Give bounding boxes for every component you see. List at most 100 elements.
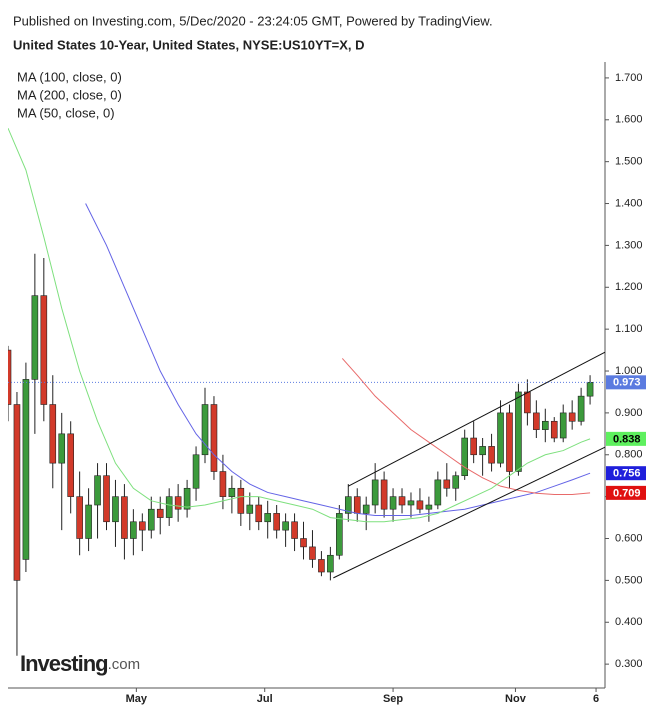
candle-body [76,496,83,539]
candle-body [506,412,513,472]
candle-body [130,521,137,539]
chart-title: United States 10-Year, United States, NY… [13,37,364,52]
y-tick-label: 1.300 [615,239,643,251]
candle-body [282,521,289,531]
candle-body [8,349,12,405]
candle-body [461,437,469,477]
candle-body [309,546,316,560]
candle-body [237,487,245,514]
candle-body [183,487,191,510]
candle-body [147,508,155,531]
y-tick-label: 1.500 [615,156,643,168]
candle-body [568,412,576,422]
price-badge [606,431,646,446]
candle-body [452,475,460,489]
ma-line [85,203,591,516]
candle-body [219,471,227,497]
price-badge [606,375,646,390]
candle-body [40,295,48,405]
candle-body [165,496,173,518]
candle-body [103,475,110,523]
candle-body [174,496,182,510]
plot-area [8,127,605,656]
candle-body [398,496,406,506]
y-tick-label: 0.800 [615,449,643,461]
y-tick-label: 0.600 [615,532,643,544]
y-tick-label: 1.600 [615,114,643,126]
candle-body [85,504,92,539]
candle-body [201,404,209,456]
y-tick-label: 0.300 [615,658,643,670]
candle-body [22,379,30,560]
candle-body [533,412,540,430]
price-badge [606,485,646,500]
candle-body [470,437,477,456]
y-tick-label: 1.100 [615,323,643,335]
candle-body [13,404,21,581]
candle-body [156,508,164,518]
candle-body [425,504,433,510]
candle-body [443,479,451,489]
candle-body [559,412,567,439]
candle-body [300,538,307,548]
y-tick-label: 1.400 [615,197,643,209]
logo-suffix: .com [108,656,141,673]
candle-body [94,475,101,506]
candle-body [31,295,39,380]
candle-body [121,496,128,539]
legend-entry: MA (100, close, 0) [17,69,122,84]
candle-body [255,504,263,523]
x-tick-label: Nov [505,693,527,705]
candle-body [58,433,66,464]
candle-body [586,382,594,397]
candle-body [577,395,585,422]
y-tick-label: 1.000 [615,365,643,377]
candle-body [139,521,146,531]
candle-body [416,500,424,510]
candle-body [515,391,522,472]
candle-body [112,496,119,523]
candle-body [49,404,57,464]
x-tick-label: Jul [257,693,273,705]
y-tick-label: 0.900 [615,407,643,419]
candle-body [192,454,200,489]
candle-body [524,391,531,414]
price-badge-label: 0.838 [613,433,641,445]
y-tick-label: 1.200 [615,281,643,293]
candle-body [291,521,298,539]
legend-entry: MA (200, close, 0) [17,87,122,102]
candle-body [434,479,442,506]
y-tick-label: 0.400 [615,616,643,628]
candle-body [479,446,486,456]
chart-subtitle: Published on Investing.com, 5/Dec/2020 -… [13,13,493,28]
candle-body [67,433,74,497]
trend-line [333,446,605,579]
price-badge-label: 0.973 [613,377,641,389]
candle-body [318,559,325,573]
candle-body [380,479,388,510]
candle-body [210,404,218,472]
candle-body [488,446,495,464]
ma-line [8,127,591,523]
price-badge-label: 0.709 [613,487,641,499]
candle-body [541,420,549,430]
y-tick-label: 0.500 [615,574,643,586]
ma-line [341,358,591,496]
candle-body [327,554,334,573]
candle-body [228,487,236,497]
candle-body [273,513,280,531]
logo: Investing.com [20,651,140,676]
candle-body [362,504,370,514]
x-tick-label: Sep [383,693,403,705]
candle-body [264,513,271,523]
candle-body [497,412,504,464]
y-tick-label: 1.700 [615,72,643,84]
legend-entry: MA (50, close, 0) [17,105,115,120]
candle-body [344,496,352,514]
price-badge-label: 0.756 [613,468,641,480]
trend-line [348,351,605,487]
candle-body [371,479,379,506]
logo-main: Investing [20,651,108,676]
candle-body [336,513,343,556]
